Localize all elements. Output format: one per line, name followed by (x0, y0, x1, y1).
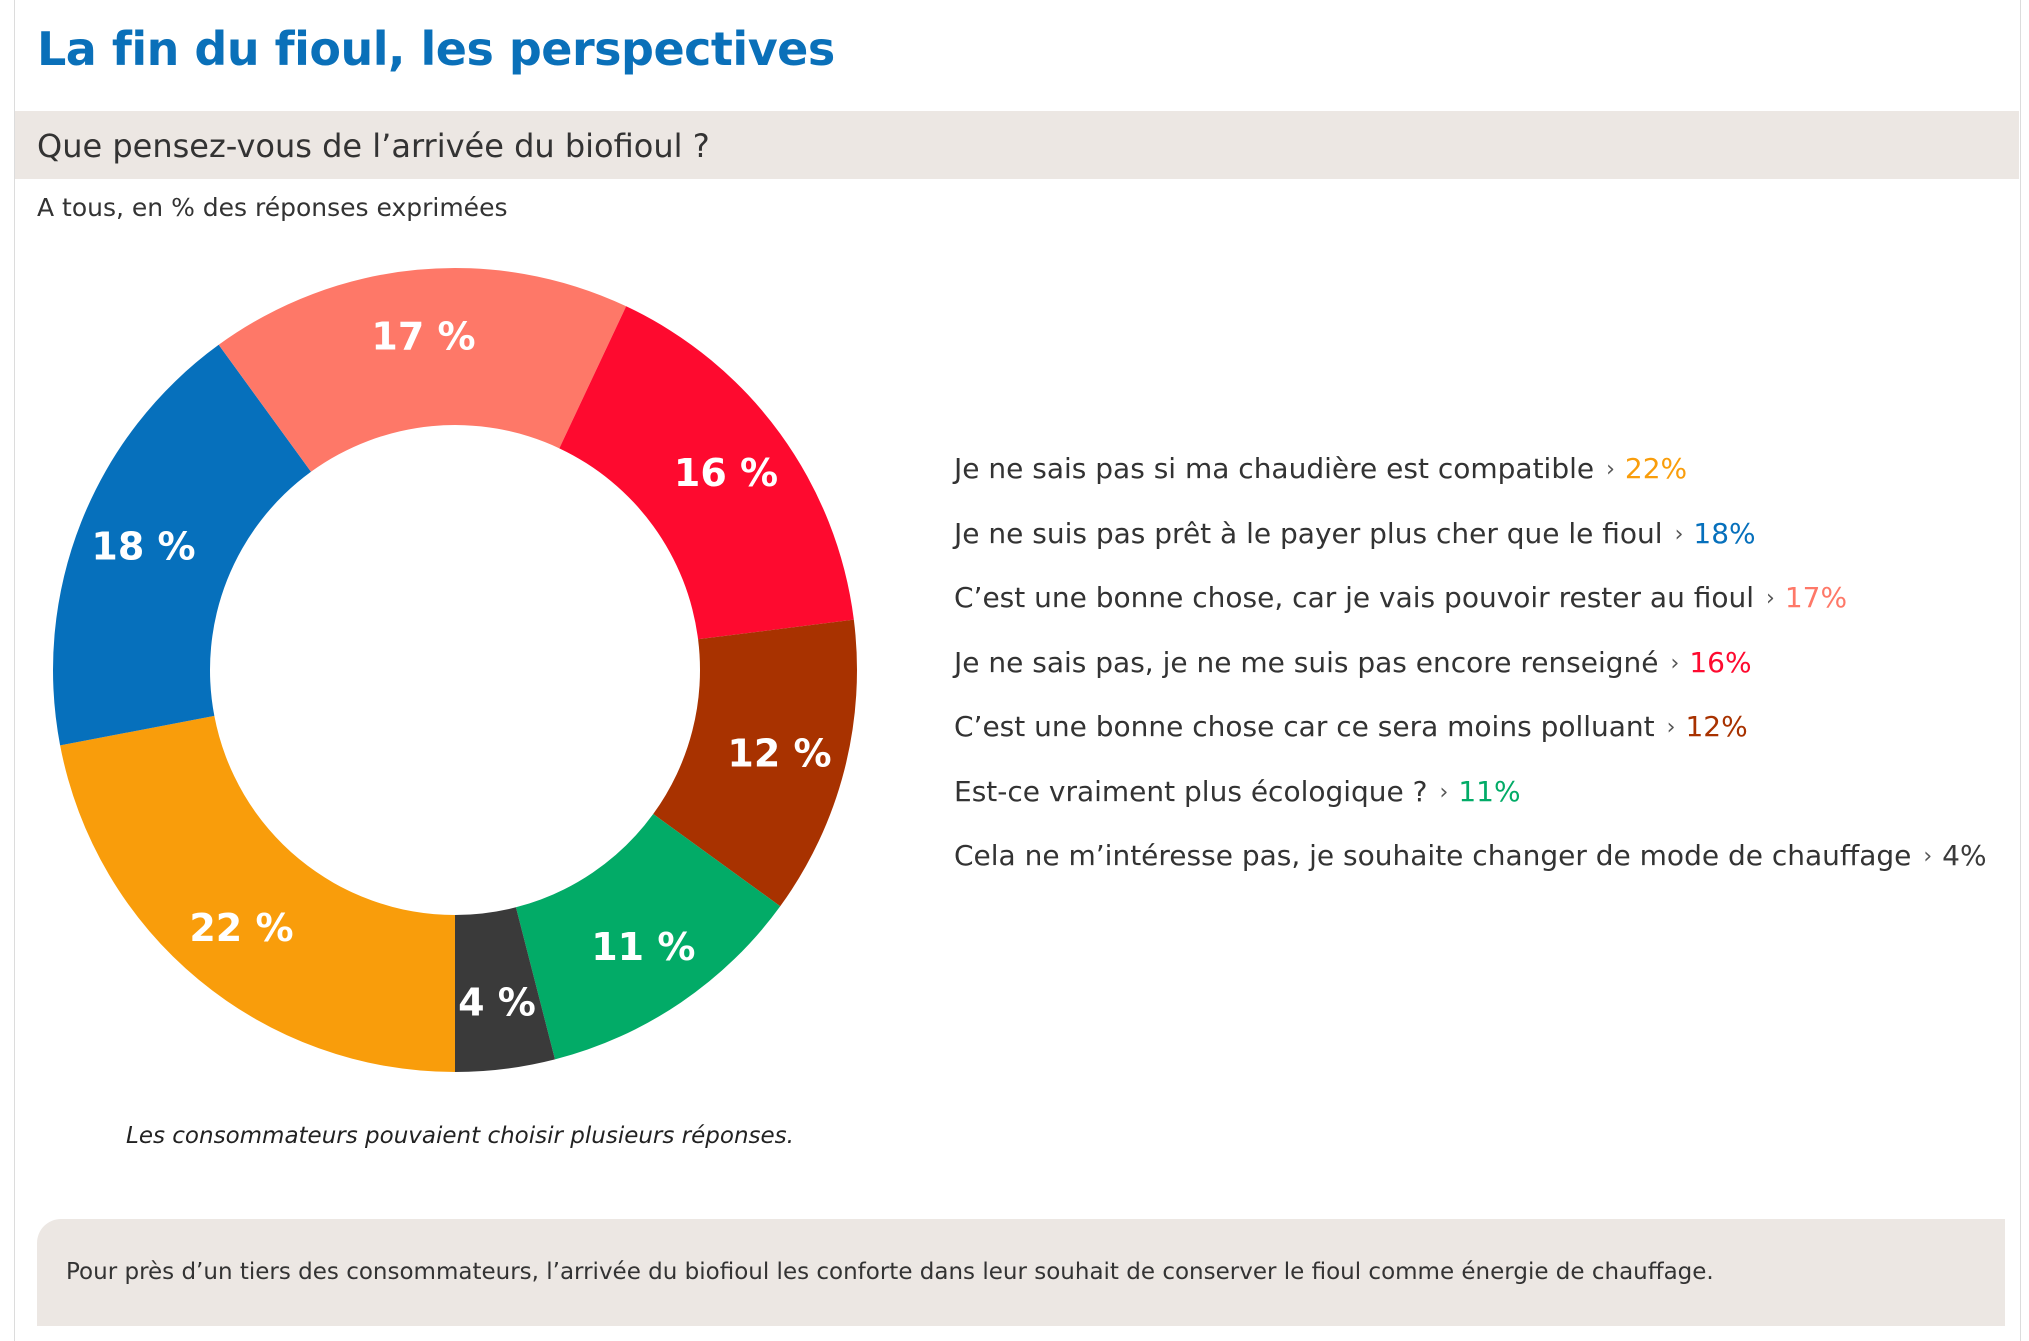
legend-label: Est-ce vraiment plus écologique ? (954, 774, 1428, 808)
slice-label-3: 16 % (674, 451, 778, 495)
donut-slice-3 (559, 306, 854, 640)
footer-box (37, 1219, 2005, 1326)
legend-label: Je ne suis pas prêt à le payer plus cher… (954, 516, 1663, 550)
chart-legend: Je ne sais pas si ma chaudière est compa… (954, 452, 2024, 904)
chevron-right-icon: › (1674, 521, 1684, 547)
legend-label: Cela ne m’intéresse pas, je souhaite cha… (954, 839, 1912, 872)
page-title: La fin du fioul, les perspectives (37, 22, 835, 76)
legend-item: Cela ne m’intéresse pas, je souhaite cha… (954, 839, 2024, 904)
legend-label: C’est une bonne chose, car je vais pouvo… (954, 581, 1755, 614)
chevron-right-icon: › (1923, 844, 1933, 869)
donut-chart: 22 % 18 % 17 % 16 % 12 % 11 % 4 % (53, 268, 857, 1072)
legend-value: 4% (1942, 839, 1987, 872)
question-text: Que pensez-vous de l’arrivée du biofioul… (37, 127, 710, 165)
chevron-right-icon: › (1670, 650, 1680, 676)
donut-slice-6 (455, 907, 555, 1072)
slice-label-2: 17 % (371, 314, 475, 358)
chevron-right-icon: › (1439, 779, 1449, 805)
slice-label-4: 12 % (727, 731, 831, 775)
legend-item: C’est une bonne chose car ce sera moins … (954, 710, 2024, 775)
legend-item: Je ne sais pas, je ne me suis pas encore… (954, 646, 2024, 711)
legend-value: 17% (1784, 581, 1848, 614)
chart-card (14, 0, 2021, 1341)
question-band (15, 111, 2019, 179)
donut-slice-0 (60, 715, 456, 1072)
legend-item: Je ne suis pas prêt à le payer plus cher… (954, 517, 2024, 582)
legend-item: Est-ce vraiment plus écologique ? › 11% (954, 775, 2024, 840)
legend-value: 22% (1624, 452, 1688, 485)
chevron-right-icon: › (1666, 715, 1676, 740)
legend-item: C’est une bonne chose, car je vais pouvo… (954, 581, 2024, 646)
donut-slice-1 (53, 344, 311, 746)
slice-label-5: 11 % (591, 925, 695, 969)
slice-label-0: 22 % (189, 906, 293, 950)
legend-label: C’est une bonne chose car ce sera moins … (954, 710, 1655, 743)
slice-label-1: 18 % (91, 525, 195, 569)
chevron-right-icon: › (1766, 586, 1775, 611)
footer-text: Pour près d’un tiers des consommateurs, … (66, 1259, 1714, 1285)
legend-label: Je ne sais pas si ma chaudière est compa… (954, 452, 1595, 485)
legend-value: 11% (1458, 774, 1521, 808)
donut-slice-4 (653, 619, 857, 907)
donut-slice-5 (515, 814, 781, 1060)
legend-item: Je ne sais pas si ma chaudière est compa… (954, 452, 2024, 517)
legend-label: Je ne sais pas, je ne me suis pas encore… (954, 645, 1659, 679)
chevron-right-icon: › (1606, 457, 1615, 482)
legend-value: 12% (1685, 710, 1748, 743)
legend-value: 18% (1693, 516, 1756, 550)
donut-slice-2 (218, 268, 627, 472)
slice-label-6: 4 % (458, 980, 536, 1024)
chart-subtitle: A tous, en % des réponses exprimées (37, 193, 508, 222)
legend-value: 16% (1689, 645, 1752, 679)
chart-note: Les consommateurs pouvaient choisir plus… (126, 1123, 794, 1149)
